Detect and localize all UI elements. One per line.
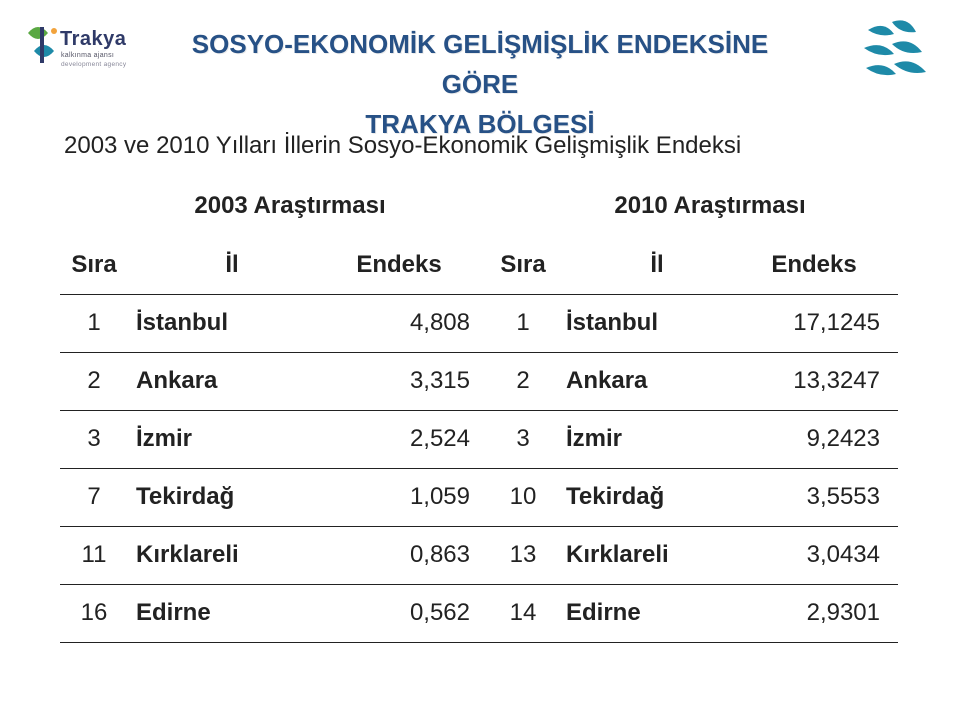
table-header-row: Sıra İl Endeks — [60, 236, 488, 294]
cell-index: 3,0434 — [748, 526, 898, 584]
hdr-rank: Sıra — [488, 236, 558, 294]
cell-rank: 11 — [60, 526, 128, 584]
table-row: 11 Kırklareli 0,863 — [60, 526, 488, 584]
cell-rank: 3 — [60, 410, 128, 468]
cell-index: 2,9301 — [748, 584, 898, 642]
hdr-index: Endeks — [748, 236, 898, 294]
cell-rank: 10 — [488, 468, 558, 526]
cell-province: Kırklareli — [128, 526, 328, 584]
cell-index: 3,315 — [328, 352, 488, 410]
cell-rank: 13 — [488, 526, 558, 584]
hdr-province: İl — [558, 236, 748, 294]
cell-index: 3,5553 — [748, 468, 898, 526]
table-row: 2 Ankara 3,315 — [60, 352, 488, 410]
logo-right — [816, 14, 936, 94]
hdr-province: İl — [128, 236, 328, 294]
table-row: 3 İzmir 2,524 — [60, 410, 488, 468]
cell-rank: 14 — [488, 584, 558, 642]
cell-rank: 16 — [60, 584, 128, 642]
cell-rank: 1 — [488, 294, 558, 352]
table-row: 14 Edirne 2,9301 — [488, 584, 898, 642]
leaf-cluster-icon — [846, 14, 936, 94]
cell-province: Edirne — [558, 584, 748, 642]
cell-index: 0,562 — [328, 584, 488, 642]
cell-rank: 2 — [60, 352, 128, 410]
cell-index: 4,808 — [328, 294, 488, 352]
cell-province: Kırklareli — [558, 526, 748, 584]
logo-left: Trakya kalkınma ajansı development agenc… — [24, 14, 144, 94]
table-row: 7 Tekirdağ 1,059 — [60, 468, 488, 526]
table-row: 3 İzmir 9,2423 — [488, 410, 898, 468]
logo-sub1: kalkınma ajansı — [61, 52, 114, 59]
table-row: 13 Kırklareli 3,0434 — [488, 526, 898, 584]
table-2003: Sıra İl Endeks 1 İstanbul 4,808 2 Ankara… — [60, 236, 488, 643]
logo-brand: Trakya — [60, 28, 127, 50]
cell-index: 2,524 — [328, 410, 488, 468]
table-row: 2 Ankara 13,3247 — [488, 352, 898, 410]
cell-province: İstanbul — [558, 294, 748, 352]
hdr-index: Endeks — [328, 236, 488, 294]
table-row: 1 İstanbul 4,808 — [60, 294, 488, 352]
slide: Trakya kalkınma ajansı development agenc… — [0, 0, 960, 720]
cell-rank: 7 — [60, 468, 128, 526]
table-row: 16 Edirne 0,562 — [60, 584, 488, 642]
group-headers: 2003 Araştırması 2010 Araştırması — [0, 192, 960, 220]
cell-index: 13,3247 — [748, 352, 898, 410]
cell-province: İzmir — [558, 410, 748, 468]
hdr-rank: Sıra — [60, 236, 128, 294]
group-label-left: 2003 Araştırması — [60, 192, 520, 220]
cell-province: Ankara — [558, 352, 748, 410]
cell-index: 9,2423 — [748, 410, 898, 468]
trakya-logo-icon: Trakya kalkınma ajansı development agenc… — [24, 19, 144, 89]
table-header-row: Sıra İl Endeks — [488, 236, 898, 294]
cell-province: İzmir — [128, 410, 328, 468]
cell-province: Ankara — [128, 352, 328, 410]
cell-rank: 1 — [60, 294, 128, 352]
cell-province: Edirne — [128, 584, 328, 642]
title-line1: SOSYO-EKONOMİK GELİŞMİŞLİK ENDEKSİNE GÖR… — [192, 29, 768, 99]
group-label-right: 2010 Araştırması — [510, 192, 910, 220]
cell-rank: 2 — [488, 352, 558, 410]
subtitle: 2003 ve 2010 Yılları İllerin Sosyo-Ekono… — [64, 132, 741, 160]
table-row: 1 İstanbul 17,1245 — [488, 294, 898, 352]
cell-index: 17,1245 — [748, 294, 898, 352]
table-row: 10 Tekirdağ 3,5553 — [488, 468, 898, 526]
cell-rank: 3 — [488, 410, 558, 468]
logo-sub2: development agency — [61, 61, 127, 68]
cell-province: Tekirdağ — [128, 468, 328, 526]
cell-province: Tekirdağ — [558, 468, 748, 526]
cell-province: İstanbul — [128, 294, 328, 352]
cell-index: 0,863 — [328, 526, 488, 584]
tables-wrap: Sıra İl Endeks 1 İstanbul 4,808 2 Ankara… — [60, 236, 898, 643]
table-2010: Sıra İl Endeks 1 İstanbul 17,1245 2 Anka… — [488, 236, 898, 643]
page-title: SOSYO-EKONOMİK GELİŞMİŞLİK ENDEKSİNE GÖR… — [160, 22, 800, 142]
cell-index: 1,059 — [328, 468, 488, 526]
